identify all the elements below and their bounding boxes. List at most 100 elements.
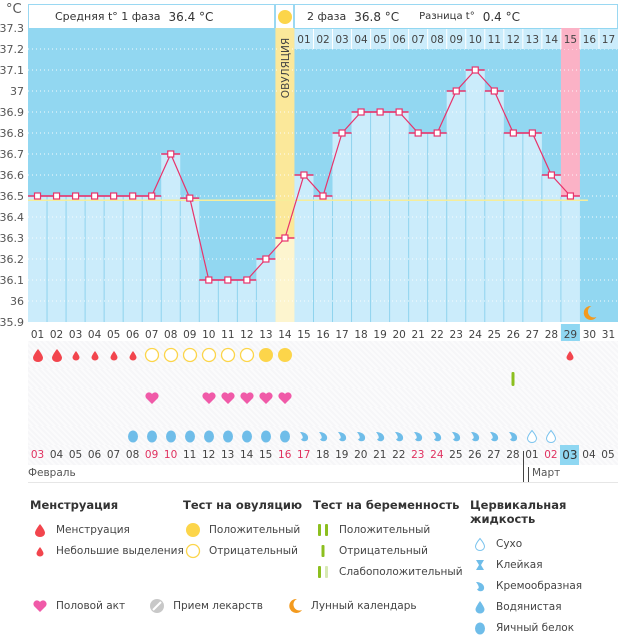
grid-cell[interactable] — [199, 388, 218, 407]
grid-cell[interactable] — [332, 388, 351, 407]
grid-cell[interactable] — [256, 426, 275, 445]
grid-cell[interactable] — [351, 388, 370, 407]
grid-cell[interactable] — [123, 341, 142, 369]
grid-cell[interactable] — [560, 426, 579, 445]
grid-cell[interactable] — [47, 369, 66, 388]
grid-cell[interactable] — [142, 426, 161, 445]
calendar-date[interactable]: 17 — [297, 449, 311, 461]
grid-cell[interactable] — [142, 341, 161, 369]
grid-cell[interactable] — [522, 341, 541, 369]
grid-cell[interactable] — [484, 341, 503, 369]
calendar-date[interactable]: 15 — [259, 449, 273, 461]
calendar-date[interactable]: 01 — [525, 449, 539, 461]
grid-cell[interactable] — [408, 426, 427, 445]
grid-cell[interactable] — [66, 388, 85, 407]
calendar-date[interactable]: 09 — [144, 449, 159, 461]
grid-cell[interactable] — [389, 341, 408, 369]
grid-cell[interactable] — [47, 341, 66, 369]
grid-cell[interactable] — [123, 388, 142, 407]
grid-cell[interactable] — [370, 369, 389, 388]
grid-cell[interactable] — [66, 341, 85, 369]
grid-cell[interactable] — [294, 369, 313, 388]
grid-cell[interactable] — [465, 369, 484, 388]
grid-cell[interactable] — [275, 369, 294, 388]
grid-cell[interactable] — [522, 426, 541, 445]
grid-cell[interactable] — [446, 341, 465, 369]
grid-cell[interactable] — [66, 369, 85, 388]
grid-cell[interactable] — [275, 341, 294, 369]
grid-cell[interactable] — [484, 426, 503, 445]
grid-cell[interactable] — [237, 341, 256, 369]
grid-cell[interactable] — [579, 341, 598, 369]
grid-cell[interactable] — [237, 388, 256, 407]
calendar-date[interactable]: 10 — [163, 449, 178, 461]
grid-cell[interactable] — [351, 369, 370, 388]
grid-cell[interactable] — [351, 341, 370, 369]
calendar-date[interactable]: 14 — [239, 449, 254, 461]
grid-cell[interactable] — [427, 426, 446, 445]
grid-cell[interactable] — [237, 407, 256, 426]
grid-cell[interactable] — [142, 388, 161, 407]
grid-cell[interactable] — [104, 426, 123, 445]
calendar-date[interactable]: 20 — [354, 449, 368, 461]
grid-cell[interactable] — [104, 341, 123, 369]
grid-cell[interactable] — [180, 388, 199, 407]
calendar-date[interactable]: 22 — [392, 449, 406, 461]
grid-cell[interactable] — [180, 407, 199, 426]
calendar-date[interactable]: 04 — [582, 449, 596, 461]
grid-cell[interactable] — [370, 426, 389, 445]
grid-cell[interactable] — [579, 388, 598, 407]
grid-cell[interactable] — [541, 341, 560, 369]
grid-cell[interactable] — [256, 388, 275, 407]
grid-cell[interactable] — [332, 341, 351, 369]
grid-cell[interactable] — [408, 341, 427, 369]
calendar-date[interactable]: 16 — [278, 449, 292, 461]
grid-cell[interactable] — [408, 407, 427, 426]
grid-cell[interactable] — [446, 407, 465, 426]
grid-cell[interactable] — [47, 426, 66, 445]
calendar-date[interactable]: 23 — [411, 449, 425, 461]
grid-cell[interactable] — [408, 369, 427, 388]
grid-cell[interactable] — [275, 407, 294, 426]
grid-cell[interactable] — [237, 426, 256, 445]
grid-cell[interactable] — [332, 407, 351, 426]
grid-cell[interactable] — [579, 369, 598, 388]
grid-cell[interactable] — [313, 369, 332, 388]
grid-cell[interactable] — [199, 407, 218, 426]
grid-cell[interactable] — [199, 341, 218, 369]
grid-cell[interactable] — [484, 388, 503, 407]
grid-cell[interactable] — [389, 426, 408, 445]
calendar-date[interactable]: 11 — [182, 449, 197, 461]
grid-cell[interactable] — [503, 341, 522, 369]
grid-cell[interactable] — [237, 369, 256, 388]
grid-cell[interactable] — [446, 426, 465, 445]
grid-cell[interactable] — [142, 369, 161, 388]
grid-cell[interactable] — [503, 407, 522, 426]
grid-cell[interactable] — [313, 388, 332, 407]
calendar-date[interactable]: 26 — [468, 449, 482, 461]
grid-cell[interactable] — [351, 407, 370, 426]
calendar-date[interactable]: 28 — [506, 449, 520, 461]
grid-cell[interactable] — [389, 369, 408, 388]
grid-cell[interactable] — [180, 341, 199, 369]
grid-cell[interactable] — [427, 341, 446, 369]
grid-cell[interactable] — [541, 407, 560, 426]
grid-cell[interactable] — [427, 369, 446, 388]
grid-cell[interactable] — [408, 388, 427, 407]
grid-cell[interactable] — [47, 388, 66, 407]
grid-cell[interactable] — [218, 388, 237, 407]
grid-cell[interactable] — [560, 407, 579, 426]
calendar-date[interactable]: 24 — [430, 449, 444, 461]
grid-cell[interactable] — [313, 341, 332, 369]
grid-cell[interactable] — [465, 407, 484, 426]
grid-cell[interactable] — [104, 388, 123, 407]
calendar-date[interactable]: 04 — [49, 449, 64, 461]
calendar-date[interactable]: 12 — [201, 449, 216, 461]
grid-cell[interactable] — [294, 341, 313, 369]
grid-cell[interactable] — [85, 407, 104, 426]
grid-cell[interactable] — [598, 407, 617, 426]
grid-cell[interactable] — [256, 369, 275, 388]
calendar-date[interactable]: 06 — [87, 449, 102, 461]
grid-cell[interactable] — [275, 426, 294, 445]
calendar-date[interactable]: 07 — [106, 449, 121, 461]
